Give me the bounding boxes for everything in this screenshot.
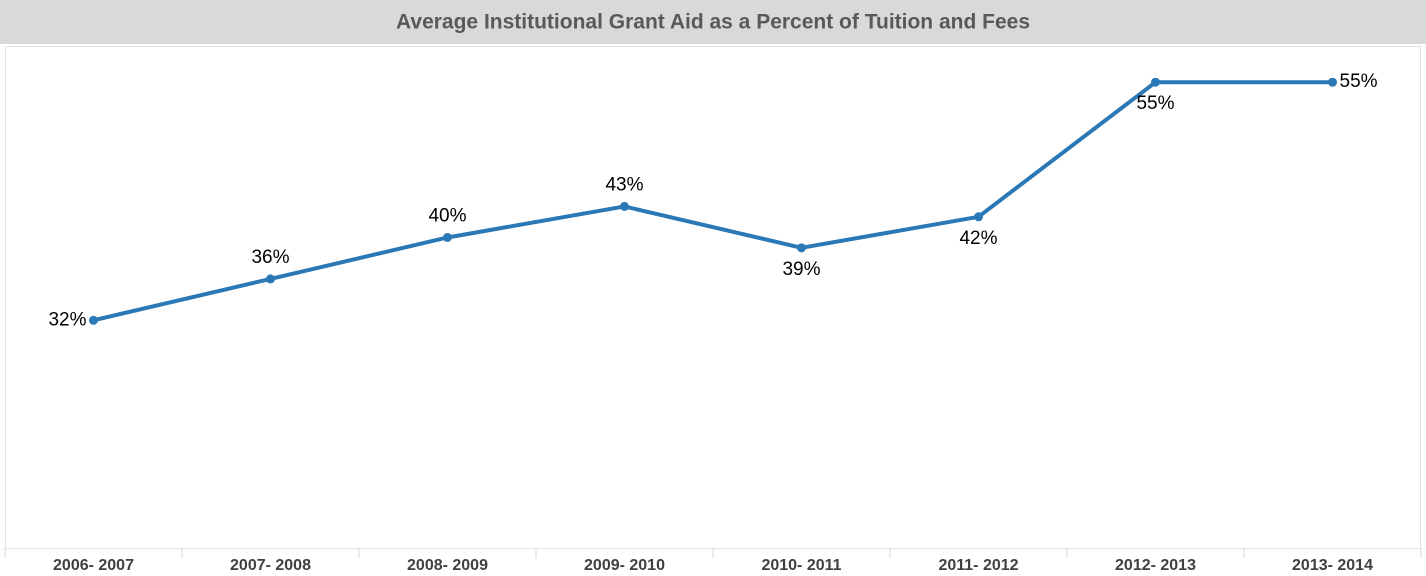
point — [266, 274, 275, 284]
data-label: 42% — [959, 228, 997, 249]
data-label: 32% — [48, 309, 86, 330]
x-tick-label: 2010- 2011 — [761, 557, 841, 574]
line — [93, 80, 1333, 323]
chart-title: Average Institutional Grant Aid as a Per… — [396, 11, 1030, 34]
point — [1328, 77, 1337, 87]
data-label: 40% — [428, 206, 466, 227]
point — [797, 243, 806, 253]
point — [974, 212, 983, 222]
point — [89, 315, 98, 325]
data-label: 36% — [251, 247, 289, 268]
data-label: 39% — [782, 259, 820, 280]
data-label: 55% — [1340, 71, 1378, 92]
x-tick-label: 2008- 2009 — [407, 557, 488, 574]
point — [443, 232, 452, 242]
x-tick-label: 2007- 2008 — [230, 557, 311, 574]
x-tick-label: 2006- 2007 — [53, 557, 134, 574]
point — [1151, 77, 1160, 87]
point — [620, 201, 629, 211]
x-tick-label: 2009- 2010 — [584, 557, 665, 574]
data-label: 55% — [1136, 93, 1174, 114]
x-tick-label: 2012- 2013 — [1115, 557, 1196, 574]
x-tick-label: 2013- 2014 — [1292, 557, 1373, 574]
data-label: 43% — [605, 174, 643, 195]
x-tick-label: 2011- 2012 — [938, 557, 1018, 574]
title-bar — [0, 0, 1426, 44]
plot-border — [5, 46, 1421, 549]
